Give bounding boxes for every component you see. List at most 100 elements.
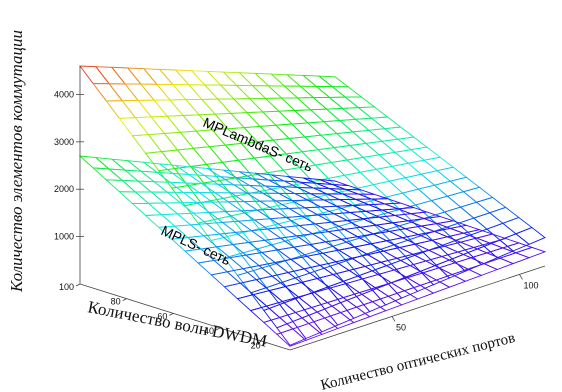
surface-cell — [216, 98, 248, 114]
surface-cell — [423, 156, 455, 172]
x-tick-label: 80 — [111, 297, 121, 307]
surface-cell — [338, 118, 370, 133]
surface-cell — [238, 72, 270, 87]
surface-cell — [334, 257, 367, 271]
surface-cell — [142, 68, 174, 85]
surface-cell — [366, 250, 399, 263]
x-axis-title: Количество волн DWDM — [86, 297, 269, 350]
labels-layer: Количество элементов коммутации Количест… — [7, 30, 517, 392]
surface-cell — [472, 212, 504, 230]
surface-cell — [299, 85, 331, 99]
surface-cell — [276, 328, 307, 347]
surface-cell — [294, 306, 326, 325]
surface-cell — [239, 209, 272, 221]
surface-cell — [235, 84, 267, 100]
surface-cell — [459, 201, 491, 219]
surface-cell — [403, 284, 435, 300]
surface-cell — [430, 195, 462, 213]
surface-cell — [187, 84, 219, 100]
surface-cell — [206, 70, 238, 86]
surface-cell — [290, 122, 322, 138]
surface-mplambdas — [79, 65, 546, 346]
surface-cell — [274, 123, 306, 139]
surface-cell — [374, 282, 406, 297]
surface-cell — [335, 131, 367, 146]
surface-cell — [461, 229, 495, 239]
surface-cell — [134, 116, 166, 136]
surface-cell — [370, 116, 402, 130]
surface-cell — [357, 106, 389, 119]
surface-cell — [179, 130, 211, 149]
x-tick-label: 60 — [157, 311, 167, 321]
surface-cell — [131, 134, 163, 154]
surface-cell — [283, 85, 315, 99]
surface-cell — [136, 180, 169, 193]
surface-cell — [79, 65, 111, 85]
surface-cell — [446, 191, 478, 208]
surface-cell — [261, 192, 294, 202]
surface-cell — [501, 216, 533, 235]
surface-cell — [232, 98, 264, 114]
surface-cell — [424, 256, 457, 269]
x-tick-mark — [122, 298, 127, 302]
surface-cell — [131, 202, 163, 216]
surface-cell — [403, 225, 436, 236]
surface-cell — [139, 83, 171, 101]
surface-cell — [169, 99, 201, 116]
surface-cell — [486, 222, 517, 241]
surface-cell — [105, 179, 137, 193]
surface-cell — [296, 97, 328, 111]
surface-cell — [354, 117, 386, 131]
surface-cell — [222, 71, 254, 87]
surface-cell — [147, 202, 179, 216]
surface-cell — [219, 84, 251, 100]
surface-cell — [200, 98, 232, 115]
surface-cell — [406, 218, 439, 227]
x-tick-mark — [215, 327, 221, 331]
surface-cell — [261, 110, 293, 126]
surface-cell — [174, 69, 206, 86]
surface-cell — [462, 186, 494, 203]
axes-layer — [79, 66, 546, 351]
surface-cell — [108, 83, 140, 102]
surface-cell — [202, 180, 234, 201]
surface-cell — [284, 282, 316, 298]
x-tick-label: 100 — [59, 282, 74, 292]
surface-cell — [355, 301, 387, 318]
z-tick-label: 4000 — [54, 89, 74, 99]
surface-cell — [398, 243, 431, 255]
surface-cell — [288, 136, 320, 153]
surface-cell — [344, 96, 376, 109]
surface-cell — [326, 193, 356, 201]
surface-cell — [285, 74, 318, 87]
y-tick-label: 50 — [396, 322, 406, 332]
surface-cell — [443, 241, 476, 253]
surface-cell — [195, 201, 227, 213]
surface-cell — [94, 66, 126, 85]
surface-cell — [318, 261, 351, 275]
surface-cell — [361, 274, 393, 289]
surface-cell — [192, 146, 224, 165]
surface-cell — [158, 68, 190, 86]
x-tick-label: 20 — [251, 341, 261, 351]
z-tick-label: 1000 — [54, 232, 74, 242]
surface-cell — [144, 151, 176, 172]
x-tick-mark — [262, 342, 267, 346]
surface-cell — [184, 98, 216, 116]
surface-cell — [137, 99, 169, 118]
x-tick-mark — [75, 283, 81, 287]
y-tick-label: 100 — [524, 280, 539, 290]
surface-cell — [118, 191, 150, 205]
surface-cell — [190, 70, 222, 86]
surface-cell — [488, 206, 520, 224]
surface-cell — [153, 99, 185, 117]
surface-cell — [377, 244, 409, 265]
surface-cell — [126, 67, 158, 85]
surface-cell — [339, 306, 371, 324]
x-tick-mark — [169, 312, 174, 316]
surface-cell — [419, 264, 451, 286]
ticks-layer: 1000 2000 3000 4000 20 40 60 80 100 50 100 — [54, 89, 539, 350]
surface-cell — [134, 191, 166, 204]
surface-cell — [325, 107, 357, 121]
